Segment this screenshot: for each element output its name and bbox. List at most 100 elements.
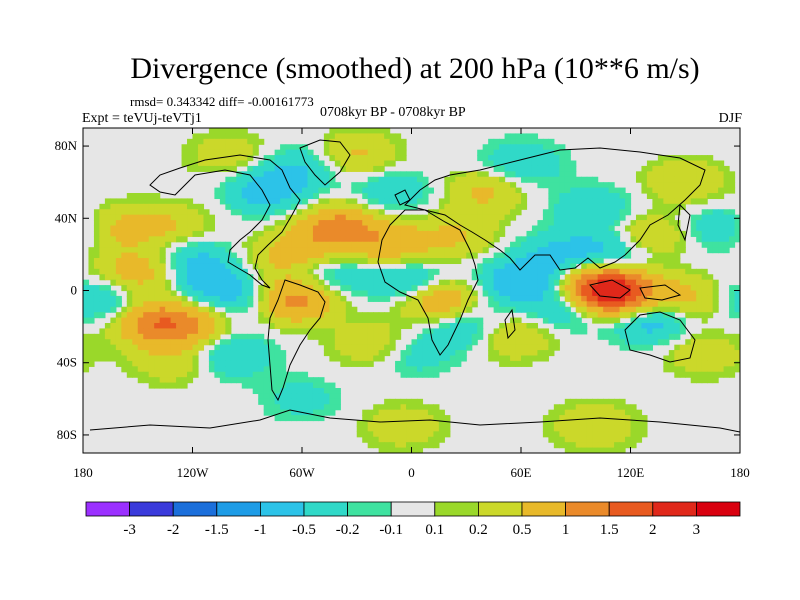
field-cell	[389, 230, 396, 237]
field-cell	[197, 312, 205, 319]
field-cell	[679, 263, 686, 270]
field-cell	[356, 339, 363, 346]
field-cell	[356, 128, 363, 135]
field-cell	[411, 371, 418, 378]
field-cell	[351, 344, 358, 351]
field-cell	[416, 279, 424, 286]
field-cell	[219, 285, 226, 292]
field-cell	[121, 247, 128, 254]
field-cell	[433, 425, 440, 432]
field-cell	[214, 187, 221, 194]
field-cell	[274, 198, 281, 205]
field-cell	[564, 404, 571, 411]
field-cell	[400, 398, 407, 405]
field-cell	[466, 193, 473, 200]
y-tick-label: 80S	[57, 427, 77, 442]
field-cell	[225, 323, 232, 330]
field-cell	[219, 317, 226, 324]
field-cell	[176, 203, 183, 210]
field-cell	[356, 160, 363, 167]
field-cell	[99, 247, 106, 254]
field-cell	[340, 333, 347, 340]
field-cell	[110, 236, 117, 243]
field-cell	[499, 333, 506, 340]
field-cell	[712, 209, 719, 216]
field-cell	[165, 301, 172, 308]
field-cell	[192, 290, 199, 297]
field-cell	[559, 155, 566, 162]
field-cell	[263, 360, 270, 367]
field-cell	[674, 225, 681, 232]
field-cell	[247, 138, 254, 145]
field-cell	[625, 193, 632, 200]
field-cell	[367, 295, 374, 302]
field-cell	[729, 295, 736, 302]
field-cell	[422, 306, 429, 313]
field-cell	[422, 404, 429, 411]
field-cell	[635, 274, 643, 281]
field-cell	[192, 133, 199, 140]
field-cell	[192, 328, 199, 335]
field-cell	[433, 333, 440, 340]
field-cell	[674, 230, 681, 237]
field-cell	[663, 285, 670, 292]
field-cell	[154, 203, 161, 210]
field-cell	[258, 301, 265, 308]
field-cell	[334, 149, 341, 156]
field-cell	[323, 312, 330, 319]
x-tick-label: 180	[730, 465, 750, 480]
field-cell	[230, 193, 237, 200]
field-cell	[460, 301, 467, 308]
field-cell	[685, 279, 692, 286]
field-cell	[526, 165, 533, 172]
field-cell	[652, 193, 659, 200]
field-cell	[312, 393, 320, 400]
field-cell	[433, 214, 440, 221]
field-cell	[121, 203, 128, 210]
field-cell	[203, 133, 210, 140]
field-cell	[104, 301, 111, 308]
field-cell	[488, 138, 495, 145]
field-cell	[471, 295, 478, 302]
field-cell	[559, 160, 566, 167]
field-cell	[510, 268, 517, 275]
field-cell	[334, 214, 341, 221]
field-cell	[471, 198, 478, 205]
field-cell	[493, 339, 500, 346]
field-cell	[187, 344, 194, 351]
x-tick-label: 180	[73, 465, 93, 480]
field-cell	[652, 160, 659, 167]
field-cell	[477, 149, 484, 156]
field-cell	[553, 220, 560, 227]
field-cell	[170, 209, 177, 216]
field-cell	[258, 312, 265, 319]
field-cell	[225, 268, 232, 275]
field-cell	[499, 176, 506, 183]
field-cell	[614, 290, 621, 297]
field-cell	[592, 306, 599, 313]
field-cell	[707, 344, 714, 351]
field-cell	[219, 187, 226, 194]
field-cell	[575, 193, 582, 200]
field-cell	[696, 214, 703, 221]
field-cell	[296, 258, 303, 265]
field-cell	[455, 295, 462, 302]
field-cell	[685, 268, 692, 275]
x-tick-label: 60W	[289, 465, 315, 480]
field-cell	[230, 285, 237, 292]
field-cell	[586, 241, 593, 248]
field-cell	[696, 220, 703, 227]
field-cell	[521, 350, 528, 357]
field-cell	[214, 371, 221, 378]
field-cell	[455, 203, 462, 210]
field-cell	[302, 328, 309, 335]
field-cell	[208, 274, 215, 281]
field-cell	[619, 193, 626, 200]
field-cell	[280, 155, 287, 162]
field-cell	[263, 182, 270, 189]
field-cell	[241, 344, 248, 351]
field-cell	[285, 263, 292, 270]
field-cell	[389, 409, 396, 416]
field-cell	[181, 230, 188, 237]
field-cell	[362, 328, 369, 335]
